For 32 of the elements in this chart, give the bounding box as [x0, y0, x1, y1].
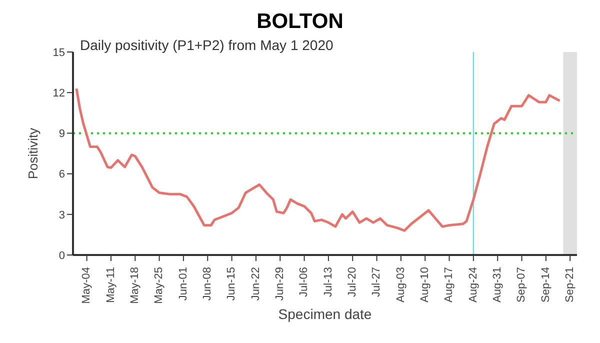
y-tick-label: 9: [58, 128, 65, 140]
x-tick-label: Jul-27: [370, 267, 383, 297]
x-tick-label: Sep-07: [516, 267, 528, 302]
x-tick-label: Jun-15: [226, 267, 238, 301]
x-tick-label: Aug-24: [467, 267, 480, 302]
chart-title: BOLTON: [256, 10, 344, 34]
x-tick-label: Sep-21: [564, 267, 576, 302]
x-tick-label: Jul-20: [346, 267, 359, 297]
x-tick-label: Jun-29: [274, 267, 286, 301]
x-axis-title: Specimen date: [277, 306, 373, 322]
y-tick-label: 12: [52, 88, 65, 100]
x-tick-label: Aug-17: [443, 267, 456, 302]
x-tick-label: Jul-06: [298, 267, 310, 297]
x-tick-label: May-18: [129, 267, 142, 304]
y-tick-label: 0: [58, 250, 65, 262]
x-tick-label: Aug-10: [419, 267, 432, 302]
x-tick-label: Jun-08: [202, 267, 214, 301]
y-tick-label: 15: [52, 46, 65, 59]
x-tick-label: Jul-13: [322, 267, 334, 297]
y-axis-title: Positivity: [26, 127, 41, 180]
x-tick-label: May-04: [80, 267, 93, 304]
x-tick-label: Aug-31: [492, 267, 504, 302]
y-tick-label: 3: [58, 209, 65, 222]
chart-subtitle: Daily positivity (P1+P2) from May 1 2020: [80, 37, 334, 53]
x-tick-label: May-25: [153, 267, 166, 304]
x-tick-label: Aug-03: [394, 267, 407, 302]
x-tick-label: Jun-01: [177, 267, 190, 301]
x-tick-label: May-11: [104, 267, 117, 303]
y-tick-label: 6: [58, 168, 65, 181]
x-tick-label: Sep-14: [540, 267, 552, 302]
x-tick-label: Jun-22: [250, 267, 262, 301]
line-series: [75, 87, 561, 232]
